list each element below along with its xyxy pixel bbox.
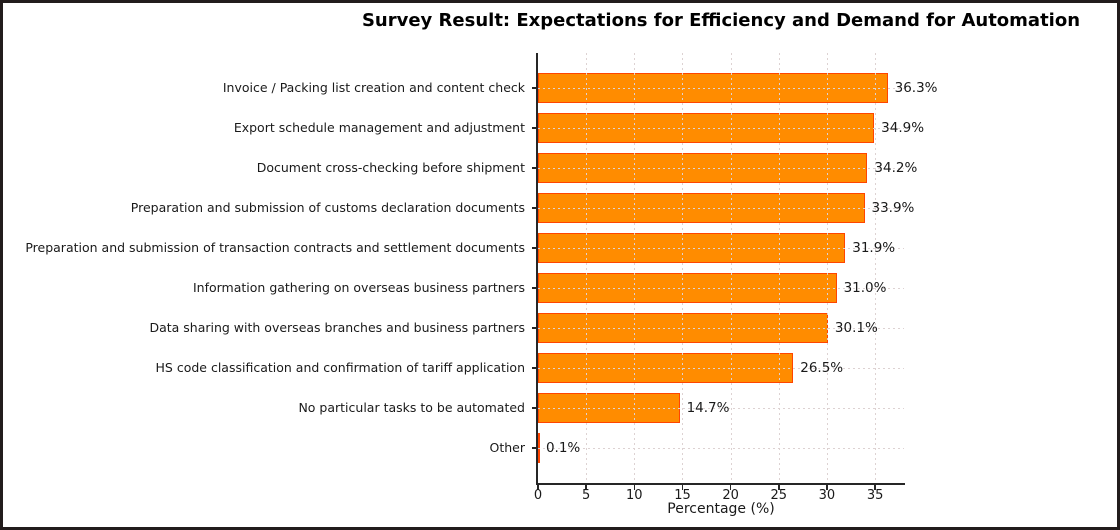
gridline-vertical (682, 53, 684, 483)
gridline-vertical (778, 53, 780, 483)
gridline-horizontal (538, 448, 904, 449)
bar-value-label: 34.2% (874, 160, 918, 176)
x-tick-label: 15 (674, 488, 691, 503)
bar-value-label: 14.7% (686, 400, 730, 416)
x-tick-label: 0 (533, 488, 543, 503)
gridline-vertical (730, 53, 732, 483)
y-tick-mark (532, 407, 537, 409)
gridline-horizontal (538, 208, 904, 209)
y-axis-spine (536, 53, 538, 484)
gridline-horizontal (538, 368, 904, 369)
gridline-vertical (586, 53, 588, 483)
x-tick-label: 35 (866, 488, 884, 503)
category-label: Invoice / Packing list creation and cont… (222, 80, 525, 95)
x-tick-mark (729, 485, 732, 490)
x-tick-mark (585, 485, 587, 490)
x-tick-label: 20 (722, 488, 739, 503)
bar-value-label: 31.0% (843, 280, 887, 296)
category-label: Information gathering on overseas busine… (192, 280, 525, 295)
chart-title: Survey Result: Expectations for Efficien… (361, 10, 1081, 31)
x-tick-mark (874, 485, 876, 490)
category-label: HS code classification and confirmation … (155, 360, 525, 375)
bar-value-label: 34.9% (881, 120, 925, 136)
y-tick-mark (532, 367, 537, 369)
x-tick-mark (537, 485, 539, 490)
gridline-horizontal (538, 88, 904, 89)
x-tick-label: 25 (770, 488, 788, 503)
x-tick-mark (778, 485, 780, 490)
y-tick-mark (532, 247, 537, 249)
x-tick-label: 5 (582, 488, 591, 503)
gridline-vertical (826, 53, 828, 483)
gridline-horizontal (538, 288, 904, 289)
category-label: Preparation and submission of transactio… (25, 240, 525, 255)
y-tick-mark (532, 167, 537, 169)
bar-value-label: 33.9% (871, 200, 915, 216)
bar-value-label: 30.1% (834, 320, 878, 336)
x-tick-label: 30 (818, 488, 836, 503)
y-tick-mark (532, 207, 537, 209)
category-label: No particular tasks to be automated (298, 400, 525, 415)
category-label: Document cross-checking before shipment (256, 160, 525, 175)
bar-value-label: 0.1% (545, 440, 581, 456)
plot-area: 36.3% 34.9% 34.2% 33.9% 31.9% 31.0% 30.1% 26.5%… (538, 53, 938, 483)
gridline-horizontal (538, 408, 904, 409)
gridline-vertical (875, 53, 877, 483)
y-tick-mark (532, 287, 537, 289)
x-tick-mark (681, 485, 684, 490)
bar-value-label: 26.5% (800, 360, 844, 376)
x-tick-mark (633, 485, 636, 490)
y-tick-mark (532, 327, 537, 329)
gridline-vertical (634, 53, 636, 483)
y-tick-mark (532, 127, 537, 129)
x-tick-mark (826, 485, 828, 490)
bar-value-label: 36.3% (894, 80, 938, 96)
y-tick-mark (532, 87, 537, 89)
category-label: Export schedule management and adjustmen… (233, 120, 525, 135)
category-label: Preparation and submission of customs de… (130, 200, 525, 215)
x-axis-label: Percentage (%) (667, 501, 775, 517)
x-axis-spine (536, 483, 905, 485)
y-tick-mark (532, 447, 537, 449)
bar-value-label: 31.9% (852, 240, 896, 256)
gridline-horizontal (538, 168, 904, 169)
category-label: Data sharing with overseas branches and … (149, 320, 525, 335)
gridline-horizontal (538, 128, 904, 129)
gridline-horizontal (538, 328, 904, 329)
category-label: Other (489, 440, 526, 455)
gridline-horizontal (538, 248, 904, 249)
x-tick-label: 10 (626, 488, 643, 503)
